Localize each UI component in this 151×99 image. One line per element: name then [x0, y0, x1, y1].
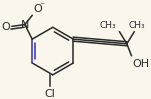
Text: ⁻: ⁻: [39, 2, 45, 12]
Text: Cl: Cl: [45, 89, 55, 99]
Text: O: O: [2, 22, 10, 32]
Text: CH₃: CH₃: [129, 21, 145, 30]
Text: CH₃: CH₃: [99, 21, 116, 30]
Text: O: O: [33, 4, 42, 14]
Text: OH: OH: [132, 59, 149, 69]
Text: N: N: [21, 20, 29, 30]
